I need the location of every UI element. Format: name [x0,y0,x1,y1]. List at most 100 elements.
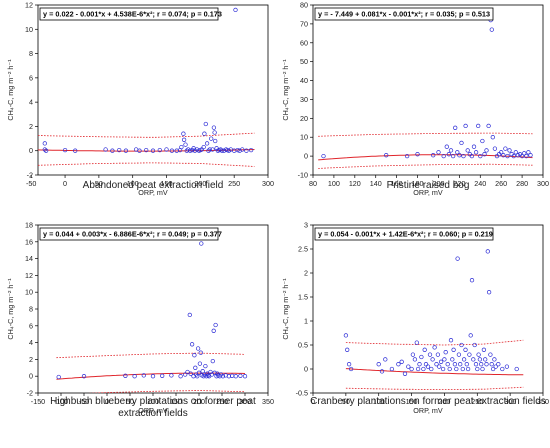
data-point [435,352,441,357]
data-point [198,350,203,355]
x-tick-label: 250 [471,397,483,406]
x-tick-label: 150 [161,179,173,188]
y-tick-label: 40 [300,76,308,85]
y-tick-label: 20 [300,114,308,123]
data-point [103,147,108,152]
data-point [443,350,448,355]
equation-box [39,227,219,241]
y-axis-label: CH₄-C, mg m⁻² h⁻¹ [6,59,15,121]
plot-frame [312,224,544,394]
data-point [248,147,254,153]
y-tick-label: 30 [300,95,308,104]
data-point [226,374,232,379]
x-tick-label: 100 [147,397,159,406]
data-point [455,150,460,155]
data-point [422,347,427,352]
y-tick-label: -2 [27,171,33,180]
y-tick-label: 2.5 [298,245,308,254]
data-point [476,123,481,129]
data-point [486,290,492,295]
x-tick-label: 300 [262,179,274,188]
data-point [421,366,426,372]
data-point [419,354,424,360]
data-point [468,333,473,338]
data-point [483,357,488,362]
x-axis-label: ORP, mV [138,406,168,415]
data-point [490,135,495,140]
y-tick-label: 1.5 [298,293,308,302]
data-point [193,365,198,370]
data-point [183,142,188,147]
data-point [409,366,414,372]
confidence-upper-line [56,352,246,359]
data-point [514,366,519,372]
data-point [450,153,456,159]
y-axis-label: CH₄-C, mg m⁻² h⁻¹ [281,278,290,340]
data-point [440,366,446,372]
data-point [240,147,245,152]
data-point [233,7,238,13]
x-axis-label: ORP, mV [413,406,443,415]
x-tick-label: 180 [412,179,424,188]
data-point [414,340,419,345]
confidence-upper-line [345,339,524,346]
panel-caption: Abandoned peat extraction field [83,180,224,191]
data-point [384,153,389,158]
data-point [396,362,401,367]
data-point [160,373,165,378]
data-point [196,370,202,375]
data-point [477,357,483,362]
equation-box [314,227,494,241]
y-tick-label: 0.5 [298,341,308,350]
y-tick-label: 6 [29,73,33,82]
x-tick-label: 300 [239,397,251,406]
panel-caption: Pristine raised bog [387,180,470,191]
y-tick-label: -2 [27,389,33,398]
fit-layer [318,132,533,169]
data-point [492,146,498,151]
data-point [524,153,529,159]
data-point [73,148,78,153]
data-point [484,148,489,153]
panel-caption: Highbush blueberry plantations on former… [50,396,256,407]
data-point [425,364,431,369]
data-point [464,362,469,367]
data-point [195,346,201,351]
data-point [238,373,243,378]
plot-frame [37,4,269,176]
data-point [488,352,493,357]
y-tick-label: 8 [29,305,33,314]
scatter-panel-1: -2 0 2 4 6 8 10 12 -50 0 50 100 150 200 250 300 ORP, mV C… [6,1,274,198]
scatter-panel-2: -10 0 10 20 30 40 50 60 70 80 80 100 120 140 160 180 200… [281,1,549,198]
data-point [406,364,411,369]
x-tick-label: 100 [127,179,139,188]
data-point [434,362,439,367]
data-point [197,361,203,366]
x-tick-label: 200 [432,179,444,188]
x-tick-label: 150 [170,397,182,406]
data-point [459,140,464,146]
data-point [489,362,494,367]
data-point [348,366,354,372]
data-point [459,342,464,348]
data-point [242,374,248,379]
data-point [451,347,456,352]
y-tick-label: 18 [25,221,33,230]
data-point [526,150,531,155]
x-tick-label: 0 [63,179,67,188]
data-point [476,352,481,357]
data-point [181,131,186,136]
data-point [132,374,137,379]
data-point [179,144,184,150]
data-point [484,362,489,367]
data-point [432,345,437,350]
data-point [496,362,501,367]
data-point [244,148,249,153]
data-point [501,153,506,158]
x-tick-label: 240 [474,179,486,188]
data-point [412,357,418,362]
data-point [415,366,421,372]
data-point [56,374,61,380]
data-point [513,150,518,155]
x-tick-label: 350 [262,397,274,406]
